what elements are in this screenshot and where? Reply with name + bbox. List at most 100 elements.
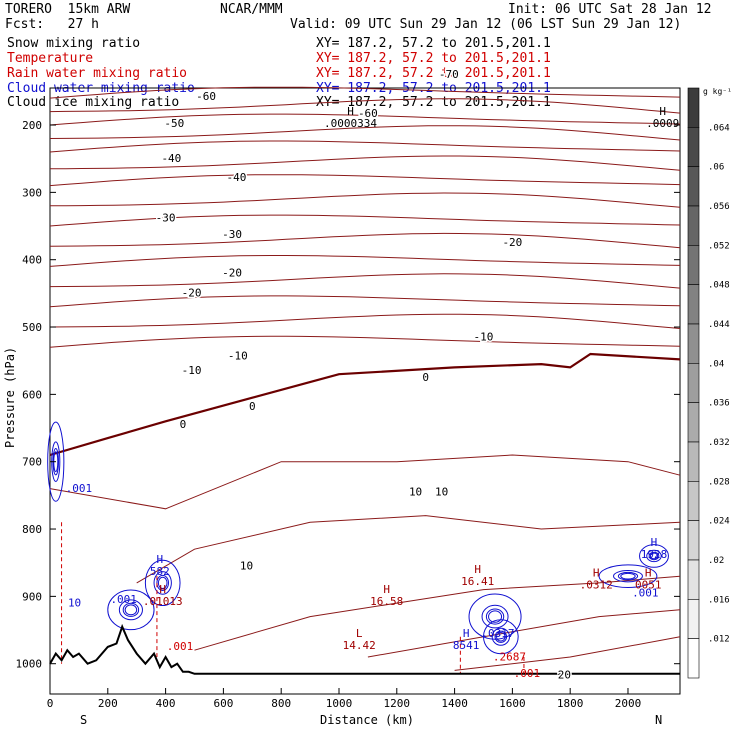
colorbar-tick-label: .056 bbox=[708, 202, 730, 212]
x-axis-label: Distance (km) bbox=[320, 713, 414, 727]
cloud-water-contour bbox=[122, 602, 140, 617]
cloud-water-contour bbox=[107, 589, 155, 631]
y-tick-label: 300 bbox=[22, 186, 42, 199]
isotherm bbox=[49, 313, 681, 329]
contour-annotation: .001 bbox=[167, 640, 194, 653]
temperature-contour-label: 10 bbox=[409, 485, 422, 498]
cloud-water-contour bbox=[598, 564, 658, 588]
extremum-value: .0009 bbox=[646, 117, 679, 130]
x-tick-label: 1400 bbox=[441, 697, 468, 710]
field-cloud-ice-label: Cloud ice mixing ratio bbox=[7, 95, 180, 110]
temperature-contour-label: -40 bbox=[161, 152, 181, 165]
colorbar-swatch bbox=[687, 599, 700, 639]
cloud-water-contour bbox=[157, 576, 168, 590]
x-tick-label: 1800 bbox=[557, 697, 584, 710]
y-tick-label: 600 bbox=[22, 388, 42, 401]
extremum-marker: H bbox=[593, 566, 600, 579]
y-tick-label: 400 bbox=[22, 254, 42, 267]
extremum-value: 582 bbox=[150, 565, 170, 578]
extremum-value: .0312 bbox=[580, 578, 613, 591]
field-temperature-xy: XY= 187.2, 57.2 to 201.5,201.1 bbox=[316, 51, 551, 66]
extremum-marker: H bbox=[347, 105, 354, 118]
cloud-water-contour bbox=[124, 604, 138, 616]
isotherm-warm bbox=[367, 609, 681, 658]
x-tick-label: 0 bbox=[47, 697, 54, 710]
field-rain-label: Rain water mixing ratio bbox=[7, 66, 188, 81]
extremum-marker: H bbox=[463, 627, 470, 640]
isotherm bbox=[49, 155, 681, 171]
temperature-contour-label: 0 bbox=[422, 371, 429, 384]
colorbar-swatch bbox=[687, 559, 700, 600]
colorbar-tick-label: .064 bbox=[708, 123, 730, 133]
colorbar-tick-label: .06 bbox=[708, 163, 724, 173]
temperature-contour-label: -20 bbox=[182, 287, 202, 300]
y-axis-label: Pressure (hPa) bbox=[3, 347, 17, 448]
colorbar-tick-label: .036 bbox=[708, 399, 730, 409]
axes: 0 200 400 600 800 1000 1200 1400 1600 1800 2000200… bbox=[16, 119, 680, 710]
colorbar-swatch bbox=[687, 363, 700, 403]
isotherm bbox=[49, 86, 681, 99]
cloud-water-contour bbox=[646, 549, 662, 563]
south-label: S bbox=[80, 713, 87, 727]
contour-annotation: .001 bbox=[110, 593, 137, 606]
extremum-marker: H bbox=[383, 583, 390, 596]
isotherm bbox=[49, 214, 681, 227]
colorbar: g kg⁻¹ .064 .06 .056 .052 .048 .044 .04 .036 .032… bbox=[687, 87, 732, 679]
colorbar-swatch bbox=[687, 245, 700, 285]
field-snow-label: Snow mixing ratio bbox=[7, 36, 141, 51]
x-tick-label: 1600 bbox=[499, 697, 526, 710]
extremum-value: .01013 bbox=[143, 595, 183, 608]
extremum-value: .0000334 bbox=[324, 117, 377, 130]
extremum-value: 8541 bbox=[453, 639, 480, 652]
temperature-contour-label: -10 bbox=[228, 349, 248, 362]
temperature-contour-label: -20 bbox=[502, 236, 522, 249]
temperature-contour-label: -70 bbox=[439, 68, 459, 81]
colorbar-swatch bbox=[687, 481, 700, 521]
isotherm bbox=[49, 232, 681, 249]
isotherm-warm bbox=[49, 454, 681, 510]
isotherm-warm bbox=[194, 575, 681, 651]
colorbar-swatch bbox=[687, 127, 700, 167]
cloud-water-contour bbox=[488, 610, 503, 623]
cloud-water-contour bbox=[613, 570, 643, 583]
temperature-contour-label: -40 bbox=[226, 171, 246, 184]
temperature-contour-label: 0 bbox=[180, 418, 187, 431]
isotherm-warm bbox=[136, 515, 681, 584]
isotherm bbox=[49, 255, 681, 267]
cloud-water-contour bbox=[495, 632, 506, 642]
colorbar-unit: g kg⁻¹ bbox=[703, 87, 732, 96]
contour-annotation: .001 bbox=[514, 667, 541, 680]
colorbar-tick-label: .052 bbox=[708, 241, 730, 251]
isotherm bbox=[49, 140, 681, 153]
temperature-contour-label: -20 bbox=[222, 267, 242, 280]
extremum-marker: H bbox=[159, 583, 166, 596]
extremum-value: 1928 bbox=[641, 548, 668, 561]
contour-annotation: .0317 bbox=[481, 627, 514, 640]
x-tick-label: 1200 bbox=[384, 697, 411, 710]
cloud-water-contour bbox=[648, 551, 660, 561]
contour-annotation: 10 bbox=[68, 596, 81, 609]
rain-water-contours bbox=[61, 522, 525, 674]
extremum-value: 0051 bbox=[635, 578, 662, 591]
extremum-marker: H bbox=[157, 553, 164, 566]
isotherm bbox=[49, 113, 681, 126]
org-label: NCAR/MMM bbox=[220, 2, 283, 17]
y-tick-label: 700 bbox=[22, 456, 42, 469]
cloud-water-contour bbox=[153, 571, 172, 595]
contour-annotation: .2687 bbox=[493, 650, 526, 663]
extremum-value: 16.58 bbox=[370, 595, 403, 608]
x-tick-label: 200 bbox=[98, 697, 118, 710]
colorbar-swatch bbox=[687, 638, 700, 679]
field-rain-xy: XY= 187.2, 57.2 to 201.5,201.1 bbox=[316, 66, 551, 81]
cloud-water-contour bbox=[118, 599, 143, 621]
cloud-water-contour bbox=[491, 627, 510, 646]
contour-annotation: .001 bbox=[632, 586, 659, 599]
temperature-contour-label: -30 bbox=[222, 228, 242, 241]
north-label: N bbox=[655, 713, 662, 727]
isotherm bbox=[49, 273, 681, 289]
temperature-contour-label: -30 bbox=[156, 211, 176, 224]
y-tick-label: 1000 bbox=[16, 658, 43, 671]
colorbar-swatch bbox=[687, 87, 700, 128]
forecast-hour: Fcst: 27 h bbox=[5, 17, 99, 32]
